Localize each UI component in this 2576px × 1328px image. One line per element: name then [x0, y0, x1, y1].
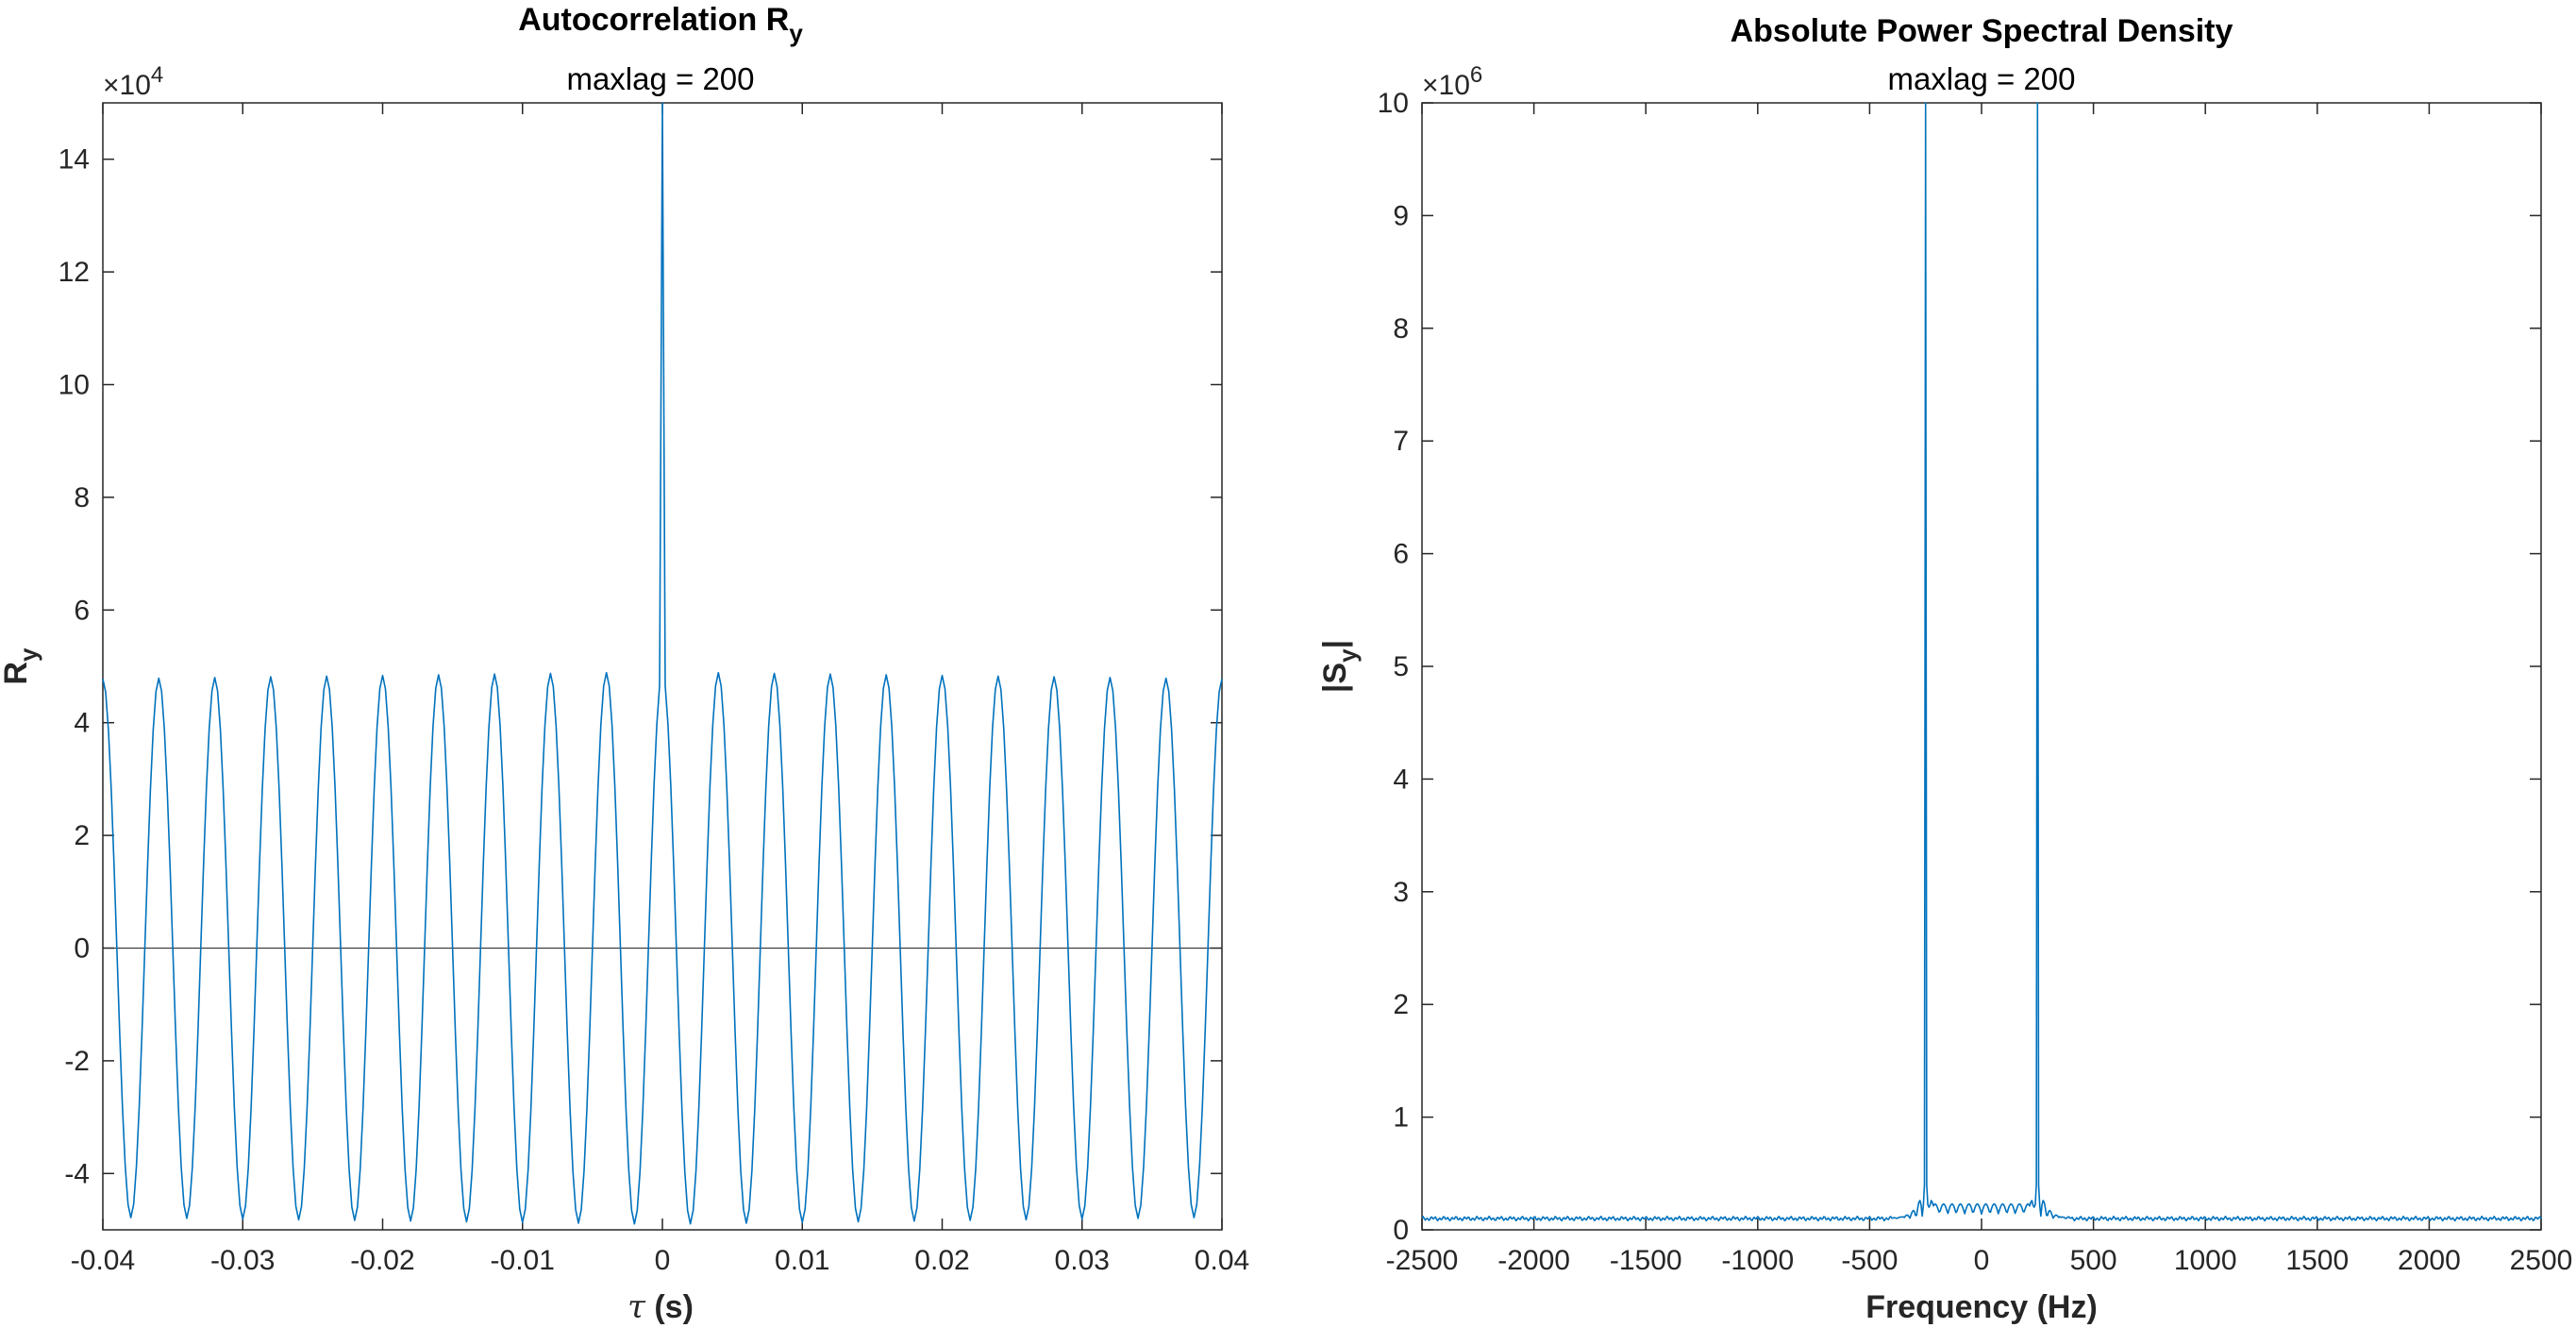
- x-tick-label: -1000: [1721, 1245, 1794, 1276]
- psd-y-ticks: 0 1 2 3 4 5 6 7 8 9 10: [1378, 88, 2541, 1246]
- autocorrelation-y-axis-subscript: y: [14, 647, 42, 662]
- y-tick-label: -4: [64, 1158, 90, 1189]
- autocorrelation-x-axis-symbol: τ: [627, 1288, 646, 1326]
- autocorrelation-title-main: Autocorrelation R: [518, 2, 789, 38]
- psd-line: [1421, 102, 2542, 1222]
- x-tick-label: 0: [1974, 1245, 1990, 1276]
- psd-y-exponent-base: ×10: [1422, 70, 1470, 101]
- autocorrelation-y-exponent: ×104: [103, 62, 163, 101]
- y-tick-label: 12: [59, 257, 90, 288]
- psd-y-axis-subscript: y: [1333, 648, 1362, 663]
- x-tick-label: 2500: [2510, 1245, 2573, 1276]
- y-tick-label: 0: [74, 933, 90, 965]
- x-tick-label: -0.01: [491, 1245, 555, 1276]
- x-tick-label: 1500: [2285, 1245, 2349, 1276]
- x-tick-label: -2000: [1497, 1245, 1570, 1276]
- y-tick-label: 7: [1393, 426, 1409, 457]
- autocorrelation-x-axis-unit: (s): [645, 1289, 694, 1325]
- autocorrelation-series: [102, 102, 1223, 1225]
- y-tick-label: 5: [1393, 651, 1409, 682]
- psd-subtitle: maxlag = 200: [1887, 61, 2075, 96]
- psd-title: Absolute Power Spectral Density: [1731, 13, 2233, 49]
- autocorrelation-chart: Autocorrelation Ry maxlag = 200 -0.04 -0.…: [0, 2, 1249, 1326]
- x-tick-label: -0.04: [71, 1245, 135, 1276]
- autocorrelation-title: Autocorrelation Ry: [518, 2, 803, 47]
- psd-series: [1421, 102, 2542, 1222]
- psd-y-axis-label: |Sy|: [1317, 640, 1362, 693]
- autocorrelation-x-axis-label: τ (s): [627, 1288, 694, 1326]
- autocorrelation-title-subscript: y: [789, 19, 803, 47]
- y-tick-label: 10: [1378, 88, 1409, 119]
- psd-y-axis-open: |S: [1317, 663, 1353, 693]
- psd-y-exponent: ×106: [1422, 62, 1482, 101]
- psd-x-axis-label: Frequency (Hz): [1865, 1289, 2098, 1325]
- y-tick-label: 9: [1393, 200, 1409, 231]
- y-tick-label: -2: [64, 1046, 90, 1077]
- y-tick-label: 4: [1393, 764, 1409, 795]
- x-tick-label: -0.02: [350, 1245, 414, 1276]
- psd-y-axis-close: |: [1317, 640, 1353, 649]
- y-tick-label: 6: [1393, 539, 1409, 570]
- psd-y-exponent-power: 6: [1470, 62, 1482, 88]
- x-tick-label: 2000: [2398, 1245, 2461, 1276]
- y-tick-label: 4: [74, 708, 90, 739]
- x-tick-label: 0.02: [914, 1245, 969, 1276]
- x-tick-label: -500: [1841, 1245, 1898, 1276]
- y-tick-label: 0: [1393, 1215, 1409, 1246]
- x-tick-label: 0.04: [1195, 1245, 1249, 1276]
- y-tick-label: 1: [1393, 1102, 1409, 1134]
- y-tick-label: 8: [1393, 313, 1409, 345]
- y-tick-label: 3: [1393, 877, 1409, 908]
- autocorrelation-y-exponent-power: 4: [151, 62, 163, 88]
- x-tick-label: 0: [655, 1245, 671, 1276]
- autocorrelation-y-exponent-base: ×10: [103, 70, 151, 101]
- autocorrelation-y-axis-label: Ry: [0, 647, 42, 685]
- y-tick-label: 2: [74, 820, 90, 851]
- y-tick-label: 2: [1393, 989, 1409, 1020]
- y-tick-label: 10: [59, 370, 90, 401]
- autocorrelation-y-axis-main: R: [0, 662, 34, 685]
- x-tick-label: 500: [2070, 1245, 2117, 1276]
- y-tick-label: 14: [59, 144, 90, 176]
- psd-chart: Absolute Power Spectral Density maxlag =…: [1317, 13, 2572, 1325]
- y-tick-label: 6: [74, 595, 90, 626]
- autocorrelation-subtitle: maxlag = 200: [566, 61, 754, 96]
- x-tick-label: -1500: [1610, 1245, 1682, 1276]
- x-tick-label: -2500: [1386, 1245, 1459, 1276]
- psd-axes-box: [1421, 102, 2542, 1231]
- y-tick-label: 8: [74, 482, 90, 513]
- x-tick-label: 1000: [2174, 1245, 2237, 1276]
- psd-x-ticks: -2500 -2000 -1500 -1000 -500 0 500 1000 1500 2000…: [1386, 103, 2573, 1276]
- autocorrelation-axes-box: [102, 102, 1223, 1231]
- x-tick-label: -0.03: [210, 1245, 275, 1276]
- x-tick-label: 0.01: [775, 1245, 829, 1276]
- autocorrelation-y-ticks: -4 -2 0 2 4 6 8 10 12 14: [59, 144, 1222, 1189]
- x-tick-label: 0.03: [1055, 1245, 1110, 1276]
- autocorrelation-line: [102, 102, 1223, 1225]
